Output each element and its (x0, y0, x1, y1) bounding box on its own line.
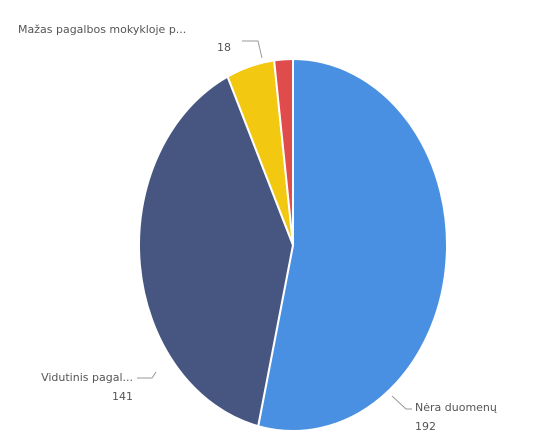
slice-value-nera-duomenu: 192 (415, 420, 436, 433)
slice-label-mazas: Mažas pagalbos mokykloje p... (18, 23, 186, 36)
pie-slices (138, 57, 448, 432)
slice-other[interactable] (273, 57, 294, 246)
slice-label-nera-duomenu: Nėra duomenų (415, 401, 497, 414)
slice-value-vidutinis: 141 (112, 390, 133, 403)
slice-nera-duomenu[interactable] (257, 57, 448, 432)
slice-label-vidutinis: Vidutinis pagal... (41, 371, 133, 384)
slice-vidutinis[interactable] (138, 75, 295, 428)
leader-line-nera-duomenu (391, 395, 412, 410)
leader-lines (137, 40, 412, 410)
slice-value-mazas: 18 (217, 41, 231, 54)
leader-line-vidutinis (137, 371, 157, 379)
leader-line-mazas (242, 40, 263, 59)
